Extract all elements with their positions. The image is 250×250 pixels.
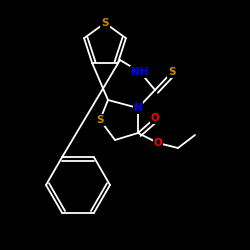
Text: S: S (96, 115, 104, 125)
Text: S: S (101, 18, 109, 28)
Text: S: S (168, 67, 176, 77)
Text: N: N (134, 103, 142, 113)
Text: O: O (150, 113, 160, 123)
Text: O: O (154, 138, 162, 148)
Text: NH: NH (131, 67, 149, 77)
